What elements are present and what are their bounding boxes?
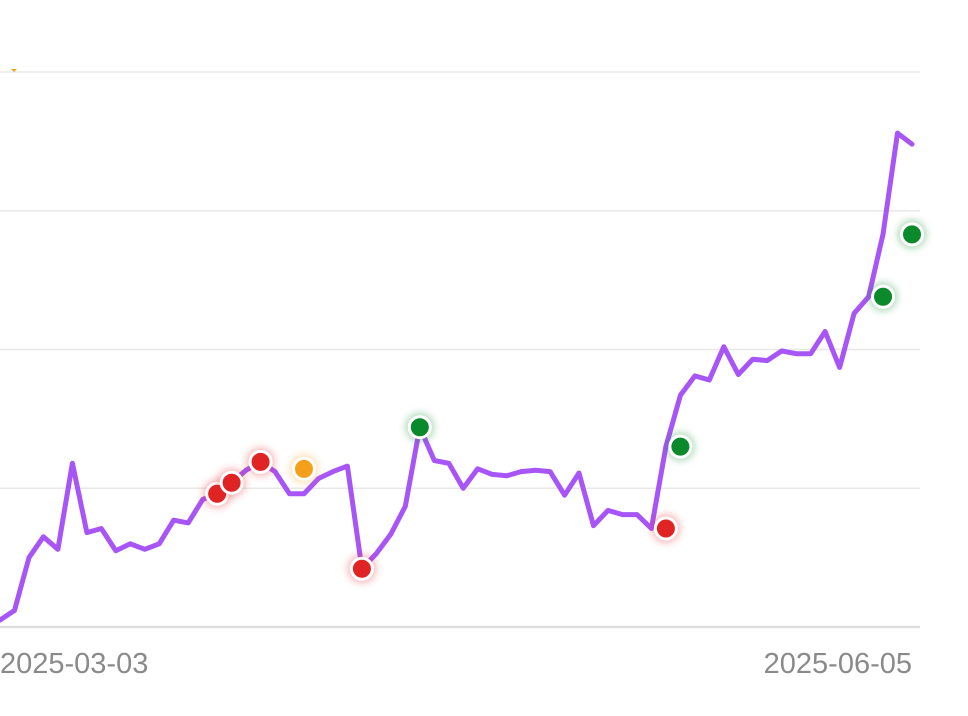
x-tick-label-start: 2025-03-03 [0, 648, 148, 680]
marker-dot [219, 470, 244, 495]
series-layer [0, 130, 915, 623]
top-left-tick-mark [11, 69, 17, 72]
grid-lines [0, 71, 920, 629]
marker-dot [349, 556, 374, 581]
marker-green-7[interactable] [666, 432, 695, 461]
marker-red-2[interactable] [246, 447, 275, 476]
series-line [0, 130, 915, 623]
marker-green-8[interactable] [869, 282, 898, 311]
x-tick-labels: 2025-03-03 2025-06-05 [0, 648, 912, 680]
marker-layer [203, 220, 926, 583]
x-tick-label-end: 2025-06-05 [764, 648, 912, 680]
marker-red-1[interactable] [217, 468, 246, 497]
marker-orange-3[interactable] [290, 454, 318, 483]
marker-dot [248, 449, 273, 474]
marker-dot [407, 415, 432, 440]
marker-green-9[interactable] [898, 220, 926, 249]
marker-dot [900, 222, 924, 247]
marker-green-5[interactable] [405, 413, 434, 442]
marker-red-4[interactable] [347, 554, 376, 583]
marker-dot [653, 516, 678, 541]
marker-dot [871, 284, 896, 309]
marker-dot [668, 434, 693, 459]
marker-dot [292, 456, 316, 481]
marker-red-6[interactable] [651, 514, 680, 543]
